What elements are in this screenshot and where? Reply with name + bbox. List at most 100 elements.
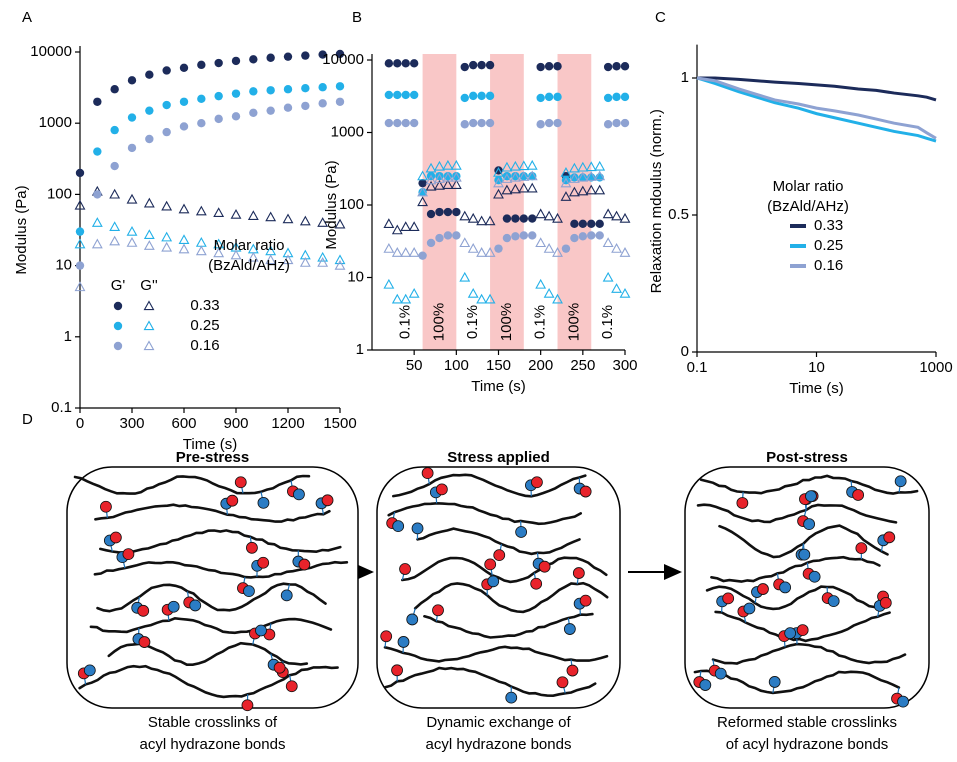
loss-modulus-point (509, 183, 521, 194)
storage-modulus-point (443, 207, 453, 217)
loss-modulus-point (213, 207, 225, 218)
storage-modulus-point (249, 55, 258, 64)
loss-modulus-point (282, 247, 294, 258)
polymer-chain (718, 524, 889, 559)
loss-modulus-point (484, 247, 496, 257)
panel-caption: Reformed stable crosslinks (717, 714, 897, 731)
loss-modulus-point (484, 293, 496, 304)
y-axis-title: Modulus (Pa) (13, 185, 30, 274)
storage-modulus-point (477, 91, 486, 101)
functional-group (83, 664, 96, 677)
storage-modulus-point (477, 60, 486, 70)
loss-modulus-point (408, 221, 420, 231)
loss-modulus-point (282, 254, 294, 265)
loss-modulus-point (126, 237, 138, 247)
storage-modulus-point (452, 231, 461, 240)
storage-modulus-point (536, 62, 545, 72)
storage-modulus-point (393, 118, 402, 128)
storage-modulus-point (75, 261, 85, 270)
loss-modulus-point (434, 173, 445, 183)
panel-caption: Dynamic exchange of (426, 714, 571, 731)
polymer-network (380, 467, 609, 704)
loss-modulus-point (178, 234, 190, 244)
functional-group (852, 489, 865, 501)
polymer-chain (699, 474, 919, 495)
storage-modulus-point (528, 171, 537, 181)
functional-group (226, 494, 239, 507)
loss-modulus-point (543, 287, 555, 298)
storage-modulus-point (127, 143, 137, 153)
loss-modulus-point (535, 278, 547, 289)
loss-modulus-point (526, 182, 538, 193)
storage-modulus-point (603, 62, 613, 72)
strain-band (557, 54, 592, 350)
storage-modulus-point (266, 53, 275, 62)
y-tick-label: 1 (356, 341, 364, 358)
storage-modulus-point (418, 178, 427, 188)
loss-modulus-point (568, 162, 580, 173)
x-tick-label: 0.1 (687, 359, 708, 376)
loss-modulus-point (568, 186, 580, 197)
polymer-chain (89, 616, 333, 635)
storage-modulus-point (335, 82, 345, 91)
storage-modulus-point (502, 214, 512, 223)
storage-modulus-point (401, 59, 410, 68)
storage-modulus-point (179, 63, 189, 72)
functional-group (122, 548, 135, 561)
loss-modulus-point (265, 254, 277, 265)
polymer-chain (705, 585, 889, 611)
storage-modulus-point (511, 214, 520, 223)
strain-label: 100% (565, 303, 582, 341)
legend-label: 0.25 (190, 317, 219, 334)
loss-modulus-point (334, 218, 346, 229)
functional-group (563, 623, 576, 635)
loss-modulus-point (408, 287, 420, 298)
storage-modulus-point (110, 161, 119, 171)
x-tick-label: 1000 (919, 359, 952, 376)
storage-modulus-point (578, 173, 588, 182)
legend-label: 0.33 (814, 217, 843, 234)
loss-modulus-point (317, 251, 329, 262)
loss-modulus-point (109, 188, 121, 199)
loss-modulus-point (459, 237, 471, 248)
loss-modulus-point (425, 180, 437, 191)
strain-label: 0.1% (464, 305, 481, 339)
storage-modulus-point (570, 233, 579, 243)
loss-modulus-point (602, 237, 614, 248)
loss-modulus-point (611, 210, 623, 221)
loss-modulus-point (619, 247, 631, 257)
y-axis-title: Modulus (Pa) (323, 160, 340, 249)
polymer-chain (416, 527, 581, 556)
loss-modulus-point (400, 221, 412, 231)
x-axis-title: Time (s) (471, 378, 525, 395)
functional-group (743, 602, 756, 615)
loss-modulus-point (91, 217, 103, 227)
storage-modulus-point (469, 91, 478, 101)
loss-modulus-point (560, 177, 572, 188)
legend-marker (143, 340, 155, 351)
functional-group (579, 594, 592, 607)
storage-modulus-point (283, 85, 293, 94)
loss-modulus-point (518, 171, 530, 181)
loss-modulus-point (611, 243, 623, 253)
storage-modulus-point (418, 251, 427, 260)
storage-modulus-point (612, 118, 621, 128)
loss-modulus-point (282, 213, 294, 224)
storage-modulus-point (249, 108, 258, 117)
functional-group (827, 595, 840, 608)
polymer-chain (99, 529, 342, 554)
polymer-chain (392, 473, 587, 498)
storage-modulus-point (460, 62, 469, 72)
legend-label: 0.33 (190, 297, 219, 314)
functional-group (736, 497, 749, 509)
legend-marker (143, 320, 155, 331)
polymer-chain (423, 612, 594, 639)
loss-modulus-point (161, 241, 173, 252)
loss-modulus-point (400, 247, 412, 257)
loss-modulus-point (383, 278, 395, 289)
storage-modulus-point (595, 231, 604, 240)
storage-modulus-point (612, 92, 621, 102)
loss-modulus-point (442, 171, 454, 182)
functional-group (484, 558, 497, 571)
loss-modulus-point (501, 161, 513, 172)
